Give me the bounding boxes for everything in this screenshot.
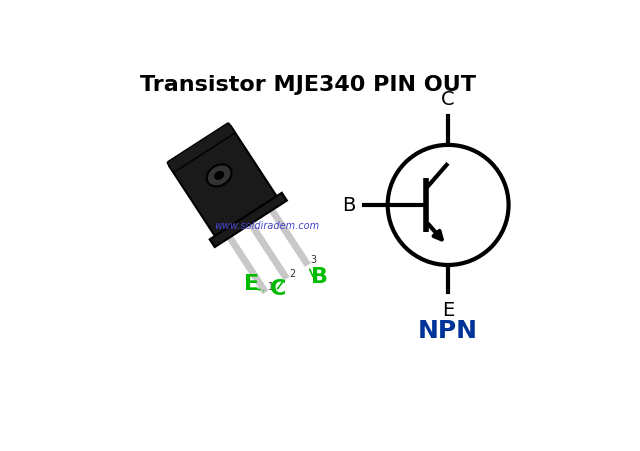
- FancyBboxPatch shape: [167, 124, 235, 173]
- Text: C: C: [442, 90, 455, 109]
- Bar: [210, 193, 287, 248]
- Text: 3: 3: [310, 254, 316, 264]
- Ellipse shape: [215, 172, 223, 180]
- Text: Transistor MJE340 PIN OUT: Transistor MJE340 PIN OUT: [140, 75, 476, 95]
- Text: 2: 2: [289, 268, 295, 278]
- Text: 1: 1: [268, 281, 274, 292]
- Text: B: B: [311, 267, 328, 286]
- Text: E: E: [244, 274, 259, 294]
- Ellipse shape: [207, 165, 232, 187]
- Text: B: B: [342, 196, 355, 215]
- Text: NPN: NPN: [418, 319, 478, 343]
- Text: E: E: [442, 300, 454, 319]
- Text: C: C: [269, 278, 286, 299]
- Bar: [170, 127, 278, 238]
- Text: www.soldiradem.com: www.soldiradem.com: [214, 220, 319, 230]
